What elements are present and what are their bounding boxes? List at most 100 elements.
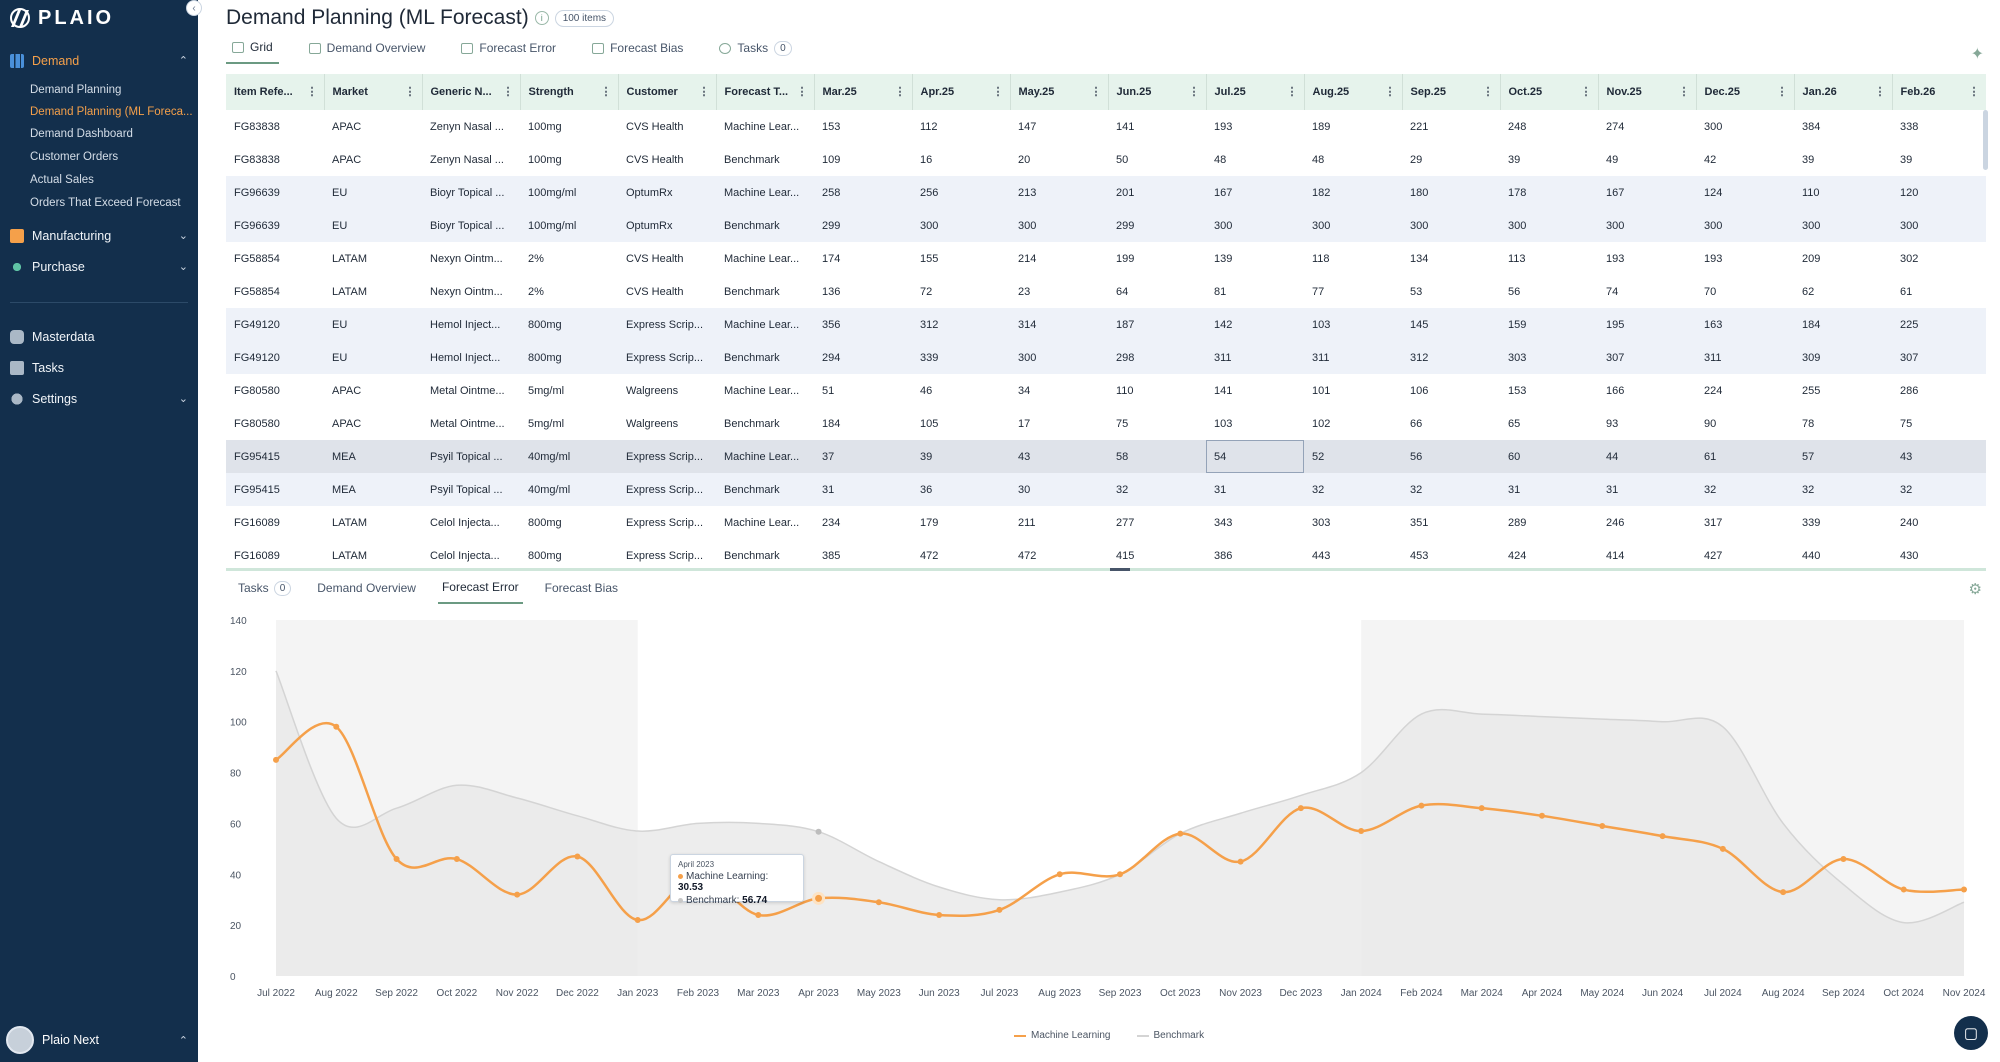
table-cell[interactable]: 307 (1598, 341, 1696, 374)
table-cell[interactable]: 32 (1402, 473, 1500, 506)
table-cell[interactable]: LATAM (332, 549, 368, 562)
table-cell[interactable]: FG58854 (234, 252, 280, 265)
table-cell[interactable]: Express Scrip... (618, 440, 716, 473)
column-header[interactable]: Dec.25 ⋮ (1696, 74, 1795, 110)
table-cell[interactable]: 42 (1704, 153, 1717, 166)
table-cell[interactable]: 56 (1508, 285, 1521, 298)
nav-demand-planning[interactable]: Demand Planning (30, 84, 122, 96)
table-row[interactable]: FG83838 APAC Zenyn Nasal ... 100mg CVS Healt… (226, 110, 1986, 143)
table-cell[interactable]: 48 (1214, 153, 1227, 166)
nav-tasks[interactable]: Tasks (0, 355, 198, 381)
column-menu-icon[interactable]: ⋮ (404, 86, 416, 98)
table-cell[interactable]: 20 (1018, 153, 1031, 166)
table-cell[interactable]: 472 (920, 549, 939, 562)
table-cell[interactable]: 311 (1696, 341, 1794, 374)
table-cell[interactable]: Celol Injecta... (430, 516, 500, 529)
table-cell[interactable]: 178 (1500, 176, 1598, 209)
table-cell[interactable]: 303 (1500, 341, 1598, 374)
column-menu-icon[interactable]: ⋮ (1482, 86, 1494, 98)
table-cell[interactable]: 209 (1802, 252, 1821, 265)
table-cell[interactable]: 221 (1410, 120, 1429, 133)
table-cell[interactable]: 800mg (520, 341, 618, 374)
tab-demand-overview[interactable]: Demand Overview (303, 38, 432, 64)
table-cell[interactable]: 300 (1794, 209, 1892, 242)
table-cell[interactable]: 167 (1598, 176, 1696, 209)
table-cell[interactable]: Benchmark (716, 473, 814, 506)
table-cell[interactable]: Machine Lear... (716, 440, 814, 473)
column-menu-icon[interactable]: ⋮ (698, 86, 710, 98)
table-cell[interactable]: 50 (1116, 153, 1129, 166)
table-cell[interactable]: 100mg/ml (520, 209, 618, 242)
table-cell[interactable]: 472 (1018, 549, 1037, 562)
table-cell[interactable]: 300 (1010, 341, 1108, 374)
splitter-grip[interactable] (1110, 568, 1130, 571)
table-cell[interactable]: APAC (332, 384, 362, 397)
table-cell[interactable]: Zenyn Nasal ... (430, 120, 504, 133)
table-cell[interactable]: 32 (1794, 473, 1892, 506)
grid-scrollbar[interactable] (1983, 110, 1988, 170)
table-cell[interactable]: 166 (1606, 384, 1625, 397)
table-cell[interactable]: Metal Ointme... (430, 384, 505, 397)
table-cell[interactable]: 34 (1018, 384, 1031, 397)
table-cell[interactable]: Machine Lear... (724, 252, 800, 265)
column-header[interactable]: Jul.25 ⋮ (1206, 74, 1305, 110)
column-menu-icon[interactable]: ⋮ (1874, 86, 1886, 98)
tab-forecast-bias[interactable]: Forecast Bias (586, 38, 689, 64)
table-cell[interactable]: 356 (814, 308, 912, 341)
table-cell[interactable]: 179 (920, 516, 939, 529)
table-cell[interactable]: Nexyn Ointm... (430, 252, 503, 265)
table-row[interactable]: FG58854 LATAM Nexyn Ointm... 2% CVS Health Ma… (226, 242, 1986, 275)
table-cell[interactable]: 307 (1892, 341, 1986, 374)
table-cell[interactable]: 43 (1010, 440, 1108, 473)
table-cell[interactable]: 440 (1802, 549, 1821, 562)
column-menu-icon[interactable]: ⋮ (1580, 86, 1592, 98)
nav-demand-planning-ml[interactable]: Demand Planning (ML Foreca... (30, 106, 193, 118)
table-cell[interactable]: 430 (1900, 549, 1919, 562)
tab-grid[interactable]: Grid (226, 38, 279, 64)
table-cell[interactable]: 343 (1214, 516, 1233, 529)
legend-item-benchmark[interactable]: Benchmark (1136, 1030, 1204, 1041)
table-cell[interactable]: 180 (1402, 176, 1500, 209)
nav-orders-exceed-forecast[interactable]: Orders That Exceed Forecast (30, 197, 181, 209)
column-header[interactable]: Forecast T... ⋮ (716, 74, 815, 110)
table-row[interactable]: FG49120 EU Hemol Inject... 800mg Express Scr… (226, 308, 1986, 341)
table-cell[interactable]: Bioyr Topical ... (422, 176, 520, 209)
sparkle-icon[interactable]: ✦ (1970, 46, 1984, 63)
table-cell[interactable]: 112 (920, 120, 938, 133)
table-cell[interactable]: EU (324, 341, 422, 374)
table-cell[interactable]: 109 (822, 153, 841, 166)
table-cell[interactable]: 32 (1304, 473, 1402, 506)
table-cell[interactable]: 248 (1508, 120, 1527, 133)
table-row[interactable]: FG16089 LATAM Celol Injecta... 800mg Express… (226, 539, 1986, 568)
table-cell[interactable]: FG49120 (226, 308, 324, 341)
table-cell[interactable]: 258 (814, 176, 912, 209)
table-cell[interactable]: 300 (1598, 209, 1696, 242)
table-cell[interactable]: 62 (1802, 285, 1815, 298)
table-cell[interactable]: 300 (1500, 209, 1598, 242)
table-cell[interactable]: 17 (1018, 417, 1031, 430)
table-row[interactable]: FG80580 APAC Metal Ointme... 5mg/ml Walgreen… (226, 374, 1986, 407)
table-cell[interactable]: 118 (1312, 252, 1330, 265)
chart-settings-gear-icon[interactable]: ⚙ (1968, 581, 1982, 598)
column-header[interactable]: Jun.25 ⋮ (1108, 74, 1207, 110)
table-cell[interactable]: 443 (1312, 549, 1331, 562)
panel-splitter[interactable] (226, 568, 1986, 571)
table-cell[interactable]: 110 (1794, 176, 1892, 209)
table-cell[interactable]: 48 (1312, 153, 1325, 166)
table-cell[interactable]: 300 (1304, 209, 1402, 242)
table-cell[interactable]: 199 (1116, 252, 1135, 265)
table-cell[interactable]: Benchmark (724, 549, 780, 562)
table-cell[interactable]: 153 (822, 120, 841, 133)
column-header[interactable]: Market ⋮ (324, 74, 423, 110)
table-cell[interactable]: 189 (1312, 120, 1331, 133)
table-cell[interactable]: 61 (1900, 285, 1913, 298)
table-cell[interactable]: Machine Lear... (716, 176, 814, 209)
table-cell[interactable]: 141 (1214, 384, 1233, 397)
column-header[interactable]: Jan.26 ⋮ (1794, 74, 1893, 110)
column-header[interactable]: Aug.25 ⋮ (1304, 74, 1403, 110)
table-cell[interactable]: 277 (1116, 516, 1135, 529)
table-cell[interactable]: Metal Ointme... (430, 417, 505, 430)
table-cell[interactable]: Benchmark (724, 153, 780, 166)
table-row[interactable]: FG58854 LATAM Nexyn Ointm... 2% CVS Health Be… (226, 275, 1986, 308)
table-cell[interactable]: 224 (1704, 384, 1723, 397)
